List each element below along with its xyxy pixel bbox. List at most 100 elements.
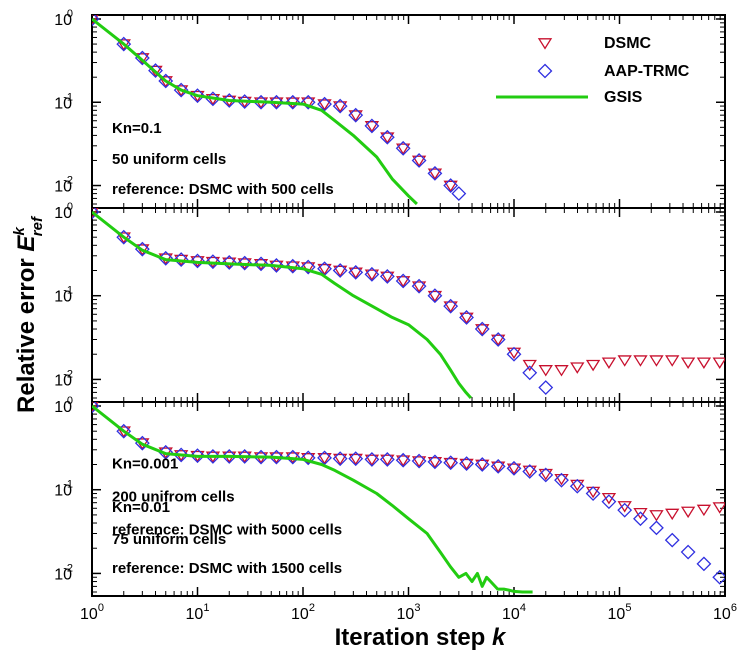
- point-dsmc: [665, 508, 680, 521]
- panel-annotation: 75 uniform cells: [112, 531, 226, 548]
- point-aap-trmc: [364, 118, 380, 134]
- y-tick-label-exponent: -2: [63, 562, 73, 574]
- point-dsmc: [348, 453, 363, 466]
- x-tick-mantissa: 10: [186, 606, 204, 623]
- point-aap-trmc: [490, 332, 506, 347]
- y-tick-label-exponent: 0: [67, 8, 73, 20]
- x-tick-exponent: 3: [414, 602, 420, 614]
- point-aap-trmc: [158, 444, 174, 460]
- point-aap-trmc: [158, 250, 174, 266]
- y-tick-label-mantissa: 10: [54, 372, 72, 389]
- point-aap-trmc: [253, 94, 269, 110]
- point-aap-trmc: [92, 208, 100, 220]
- x-tick-label: 100: [80, 602, 104, 623]
- point-aap-trmc: [680, 544, 696, 560]
- point-dsmc: [411, 456, 427, 468]
- x-axis: 100 101 102 103 104 105 106: [80, 602, 737, 623]
- panel-annotation: reference: DSMC with 5000 cells: [112, 521, 342, 538]
- legend-label: GSIS: [604, 89, 643, 106]
- point-dsmc: [301, 262, 316, 274]
- point-aap-trmc: [332, 451, 348, 467]
- point-dsmc: [696, 504, 712, 517]
- point-aap-trmc: [459, 456, 474, 472]
- y-tick-label-mantissa: 10: [54, 566, 72, 583]
- y-axis-title-sup: k: [11, 227, 28, 236]
- x-tick-label: 104: [502, 602, 526, 623]
- point-dsmc: [570, 362, 585, 374]
- point-dsmc: [348, 110, 363, 122]
- y-tick-label: 100: [54, 395, 73, 416]
- legend-swatch-marker: [537, 63, 553, 79]
- point-dsmc: [459, 458, 474, 471]
- point-dsmc: [443, 301, 458, 313]
- point-dsmc: [475, 324, 490, 336]
- point-aap-trmc: [300, 259, 316, 275]
- point-dsmc: [364, 269, 380, 281]
- point-dsmc: [475, 459, 490, 472]
- legend-swatch-marker: [537, 38, 553, 50]
- x-axis-title-text: Iteration step: [335, 624, 492, 651]
- point-aap-trmc: [221, 448, 237, 464]
- point-dsmc: [680, 506, 696, 519]
- legend-entry: AAP-TRMC: [537, 63, 690, 80]
- point-dsmc: [649, 355, 664, 367]
- x-tick-exponent: 4: [520, 602, 526, 614]
- point-dsmc: [411, 155, 427, 168]
- point-dsmc: [443, 457, 458, 470]
- point-dsmc: [380, 454, 395, 467]
- point-dsmc: [617, 355, 632, 367]
- point-dsmc: [601, 357, 617, 369]
- point-dsmc: [633, 507, 648, 520]
- point-aap-trmc: [459, 310, 474, 325]
- point-dsmc: [459, 312, 474, 325]
- x-tick-exponent: 2: [309, 602, 315, 614]
- point-dsmc: [380, 271, 395, 284]
- point-dsmc: [332, 265, 348, 278]
- x-tick-label: 101: [186, 602, 210, 623]
- point-dsmc: [522, 465, 537, 478]
- point-dsmc: [712, 357, 725, 369]
- y-tick-label: 10-2: [54, 368, 73, 389]
- point-dsmc: [317, 453, 332, 465]
- y-tick-label-mantissa: 10: [54, 179, 72, 196]
- point-dsmc: [696, 357, 712, 369]
- x-tick-mantissa: 10: [713, 606, 731, 623]
- y-tick-label-exponent: -1: [63, 479, 73, 491]
- point-dsmc: [665, 355, 680, 367]
- point-dsmc: [395, 143, 411, 155]
- y-axis-title-sub: ref: [29, 215, 46, 236]
- panel-annotation: Kn=0.01: [112, 499, 170, 516]
- point-dsmc: [116, 39, 131, 51]
- point-dsmc: [427, 168, 443, 180]
- y-axis-title-var: E: [13, 235, 40, 252]
- point-dsmc: [348, 267, 363, 280]
- y-tick-label: 10-2: [54, 175, 73, 196]
- y-tick-label: 10-1: [54, 285, 73, 306]
- point-dsmc: [395, 455, 411, 467]
- point-aap-trmc: [411, 453, 427, 469]
- point-aap-trmc: [237, 255, 253, 271]
- point-aap-trmc: [490, 458, 506, 474]
- point-aap-trmc: [395, 273, 411, 289]
- point-aap-trmc: [190, 448, 205, 464]
- point-aap-trmc: [522, 464, 538, 479]
- panel-annotation: reference: DSMC with 500 cells: [112, 181, 334, 198]
- y-tick-label-mantissa: 10: [54, 95, 72, 112]
- point-dsmc: [554, 473, 569, 486]
- point-aap-trmc: [411, 153, 427, 168]
- point-aap-trmc: [269, 258, 284, 273]
- point-dsmc: [491, 334, 506, 347]
- point-aap-trmc: [633, 511, 648, 527]
- x-tick-exponent: 0: [98, 602, 104, 614]
- svg-text:Relative error Ekref: Relative error Ekref: [11, 215, 46, 413]
- x-tick-label: 103: [397, 602, 421, 623]
- point-aap-trmc: [300, 450, 316, 466]
- point-aap-trmc: [379, 129, 395, 145]
- point-dsmc: [301, 97, 316, 109]
- point-dsmc: [364, 121, 380, 133]
- point-aap-trmc: [379, 452, 395, 467]
- point-aap-trmc: [538, 380, 554, 395]
- y-tick-label: 10-1: [54, 479, 73, 500]
